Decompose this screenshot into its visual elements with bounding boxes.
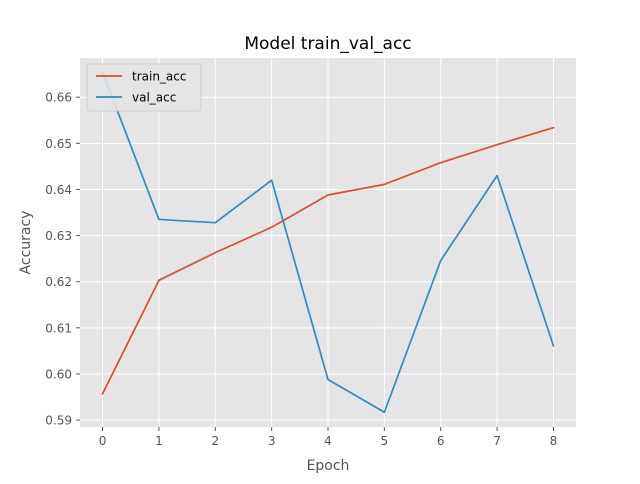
y-tick-label: 0.63 (45, 229, 72, 243)
series-line-val-acc (101, 70, 555, 414)
x-tick-label: 8 (550, 434, 558, 448)
legend-label-train-acc: train_acc (132, 70, 186, 84)
y-tick-label: 0.60 (45, 367, 72, 381)
x-tick-label: 1 (155, 434, 163, 448)
y-tick-label: 0.66 (45, 91, 72, 105)
y-tick-label: 0.62 (45, 275, 72, 289)
x-tick-label: 0 (99, 434, 107, 448)
series-line-train-acc (101, 126, 555, 395)
y-tick-label: 0.59 (45, 414, 72, 428)
grid-lines (80, 58, 576, 427)
legend: train_acc val_acc (86, 63, 202, 112)
x-tick-label: 5 (381, 434, 389, 448)
y-tick-label: 0.65 (45, 137, 72, 151)
legend-label-val-acc: val_acc (132, 91, 176, 105)
x-axis-ticks: 0 1 2 3 4 5 6 7 8 (99, 427, 558, 448)
series-lines (101, 70, 555, 414)
x-tick-label: 4 (324, 434, 332, 448)
y-axis-label: Accuracy (18, 211, 34, 275)
x-tick-label: 2 (211, 434, 219, 448)
x-axis-label: Epoch (307, 458, 350, 474)
chart-title: Model train_val_acc (244, 34, 411, 54)
x-tick-label: 6 (437, 434, 445, 448)
x-tick-label: 3 (268, 434, 276, 448)
x-tick-label: 7 (493, 434, 501, 448)
y-tick-label: 0.61 (45, 321, 72, 335)
y-tick-label: 0.64 (45, 183, 72, 197)
y-axis-ticks: 0.59 0.60 0.61 0.62 0.63 0.64 0.65 0.66 (45, 91, 80, 428)
